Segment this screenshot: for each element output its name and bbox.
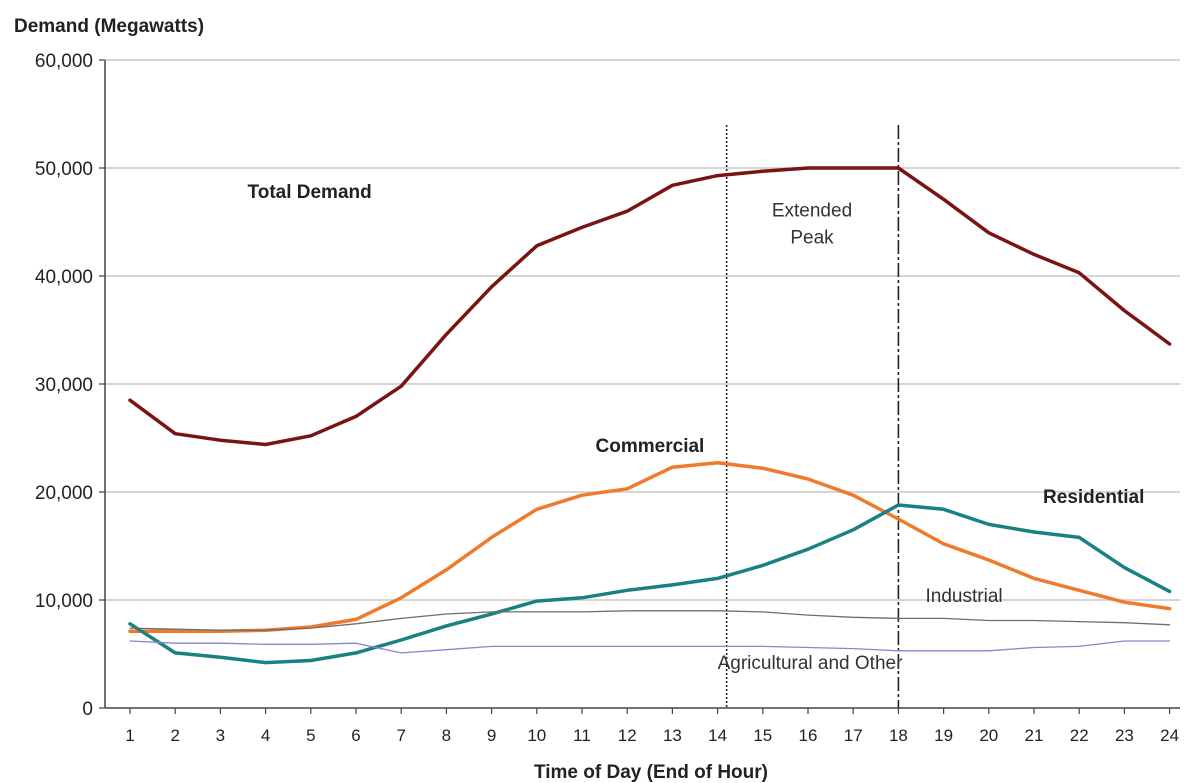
y-ticks: 0 10,000 20,000 30,000 40,000 50,000 60,000 <box>35 51 93 720</box>
series-line-total-demand <box>128 166 1172 447</box>
x-tick-label: 21 <box>1025 726 1044 745</box>
series-label-industrial: Industrial <box>926 586 1003 607</box>
series-labels: Total Demand Commercial Residential Industr… <box>248 182 1145 674</box>
axes <box>99 59 1180 714</box>
series-line-commercial <box>128 461 1172 634</box>
x-tick-label: 10 <box>527 726 546 745</box>
x-tick-label: 3 <box>216 726 225 745</box>
x-tick-label: 14 <box>708 726 727 745</box>
x-tick-label: 1 <box>125 726 134 745</box>
x-tick-label: 5 <box>306 726 315 745</box>
x-tick-label: 9 <box>487 726 496 745</box>
x-tick-label: 2 <box>170 726 179 745</box>
gridlines <box>105 59 1180 601</box>
x-tick-label: 7 <box>396 726 405 745</box>
x-tick-label: 6 <box>351 726 360 745</box>
y-tick-label: 30,000 <box>35 375 93 396</box>
x-tick-label: 13 <box>663 726 682 745</box>
series-lines <box>128 166 1172 665</box>
y-tick-label: 40,000 <box>35 267 93 288</box>
annotation-extended-peak: Peak <box>790 228 834 249</box>
series-label-agricultural-and-other: Agricultural and Other <box>718 653 903 674</box>
x-tick-label: 19 <box>934 726 953 745</box>
y-axis-title: Demand (Megawatts) <box>14 16 204 37</box>
x-ticks: 1 2 3 4 5 6 7 8 9 10 11 12 13 14 15 16 17 18 19 20 21 22 23 24 <box>125 726 1179 745</box>
x-tick-label: 20 <box>979 726 998 745</box>
x-axis-title: Time of Day (End of Hour) <box>534 762 768 783</box>
y-tick-label: 20,000 <box>35 483 93 504</box>
series-line-agricultural-and-other <box>129 640 1171 654</box>
x-tick-label: 16 <box>799 726 818 745</box>
x-tick-label: 17 <box>844 726 863 745</box>
x-tick-label: 4 <box>261 726 270 745</box>
y-tick-label: 10,000 <box>35 591 93 612</box>
series-label-residential: Residential <box>1043 487 1144 508</box>
x-tick-label: 11 <box>573 726 591 745</box>
series-line-residential <box>128 503 1172 665</box>
x-tick-label: 18 <box>889 726 908 745</box>
x-tick-label: 8 <box>442 726 451 745</box>
y-tick-label: 0 <box>82 699 93 720</box>
y-tick-label: 50,000 <box>35 159 93 180</box>
x-tick-label: 15 <box>753 726 772 745</box>
x-tick-label: 23 <box>1115 726 1134 745</box>
x-tick-label: 24 <box>1160 726 1179 745</box>
x-tick-label: 12 <box>618 726 637 745</box>
series-label-commercial: Commercial <box>596 436 705 457</box>
x-tick-label: 22 <box>1070 726 1089 745</box>
series-line-industrial <box>129 610 1171 631</box>
series-label-total-demand: Total Demand <box>248 182 372 203</box>
y-tick-label: 60,000 <box>35 51 93 72</box>
annotation-extended-peak: Extended <box>772 201 852 222</box>
